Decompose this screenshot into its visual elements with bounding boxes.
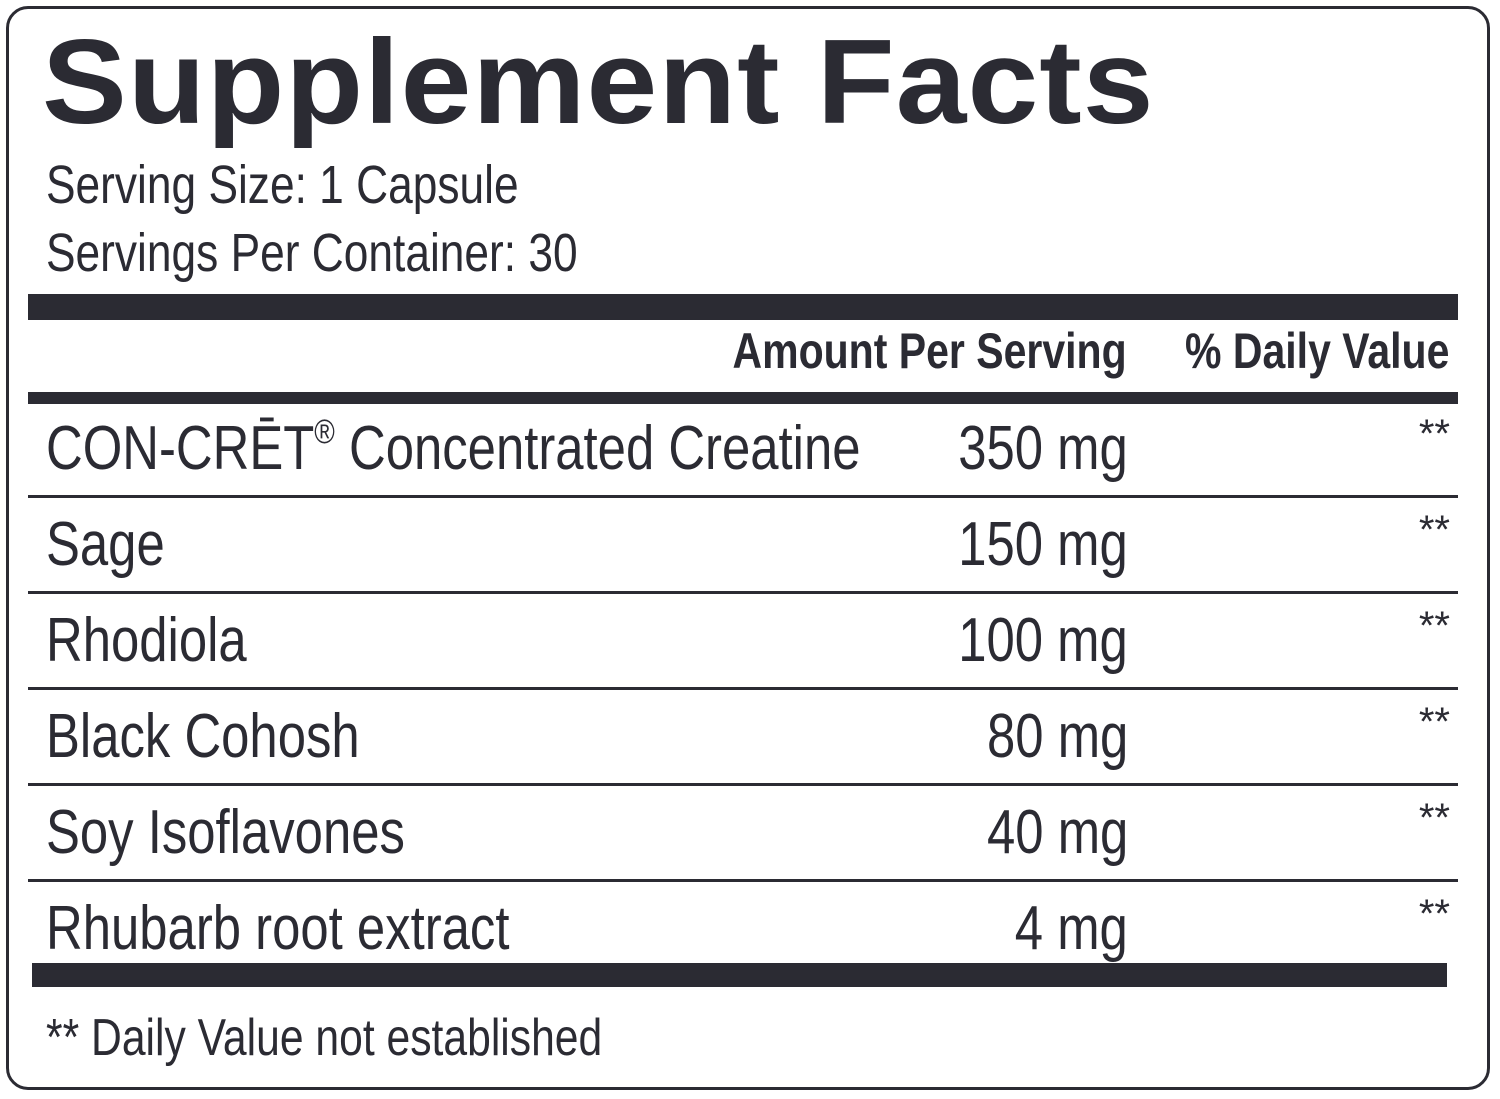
ingredient-name: Rhodiola [46, 606, 247, 675]
ingredient-daily-value: ** [1418, 892, 1450, 936]
ingredient-name: Rhubarb root extract [46, 894, 510, 963]
supplement-facts-panel [6, 6, 1490, 1090]
ingredient-row: CON-CRĒT® Concentrated Creatine 350 mg *… [28, 404, 1458, 498]
ingredient-daily-value: ** [1418, 412, 1450, 456]
column-header-amount: Amount Per Serving [732, 323, 1127, 379]
registered-mark: ® [314, 413, 335, 451]
ingredient-daily-value: ** [1418, 796, 1450, 840]
ingredient-name: Sage [46, 510, 165, 579]
ingredient-row: Rhodiola 100 mg ** [28, 596, 1458, 690]
ingredient-row: Black Cohosh 80 mg ** [28, 692, 1458, 786]
thick-divider-top [28, 294, 1458, 320]
serving-size: Serving Size: 1 Capsule [46, 155, 519, 215]
ingredient-amount: 150 mg [958, 510, 1128, 579]
footnote: ** Daily Value not established [46, 1009, 603, 1067]
ingredient-daily-value: ** [1418, 508, 1450, 552]
label-title: Supplement Facts [42, 15, 1155, 149]
ingredient-amount: 350 mg [958, 414, 1128, 483]
row-divider [28, 495, 1458, 498]
ingredient-row: Rhubarb root extract 4 mg ** [28, 884, 1458, 963]
ingredient-name: Soy Isoflavones [46, 798, 405, 867]
ingredient-amount: 4 mg [1014, 894, 1128, 963]
column-header-daily-value: % Daily Value [1184, 323, 1449, 379]
row-divider [28, 783, 1458, 786]
ingredient-name: CON-CRĒT® Concentrated Creatine [46, 413, 861, 483]
row-divider [28, 879, 1458, 882]
ingredient-name: Black Cohosh [46, 702, 360, 771]
ingredient-amount: 80 mg [986, 702, 1128, 771]
ingredient-daily-value: ** [1418, 604, 1450, 648]
row-divider [28, 687, 1458, 690]
ingredient-amount: 100 mg [958, 606, 1128, 675]
servings-per-container: Servings Per Container: 30 [46, 223, 578, 283]
row-divider [28, 591, 1458, 594]
ingredient-amount: 40 mg [986, 798, 1128, 867]
header-divider [28, 392, 1458, 404]
thick-divider-bottom [32, 963, 1447, 987]
ingredient-row: Sage 150 mg ** [28, 500, 1458, 594]
ingredient-row: Soy Isoflavones 40 mg ** [28, 788, 1458, 882]
ingredient-daily-value: ** [1418, 700, 1450, 744]
